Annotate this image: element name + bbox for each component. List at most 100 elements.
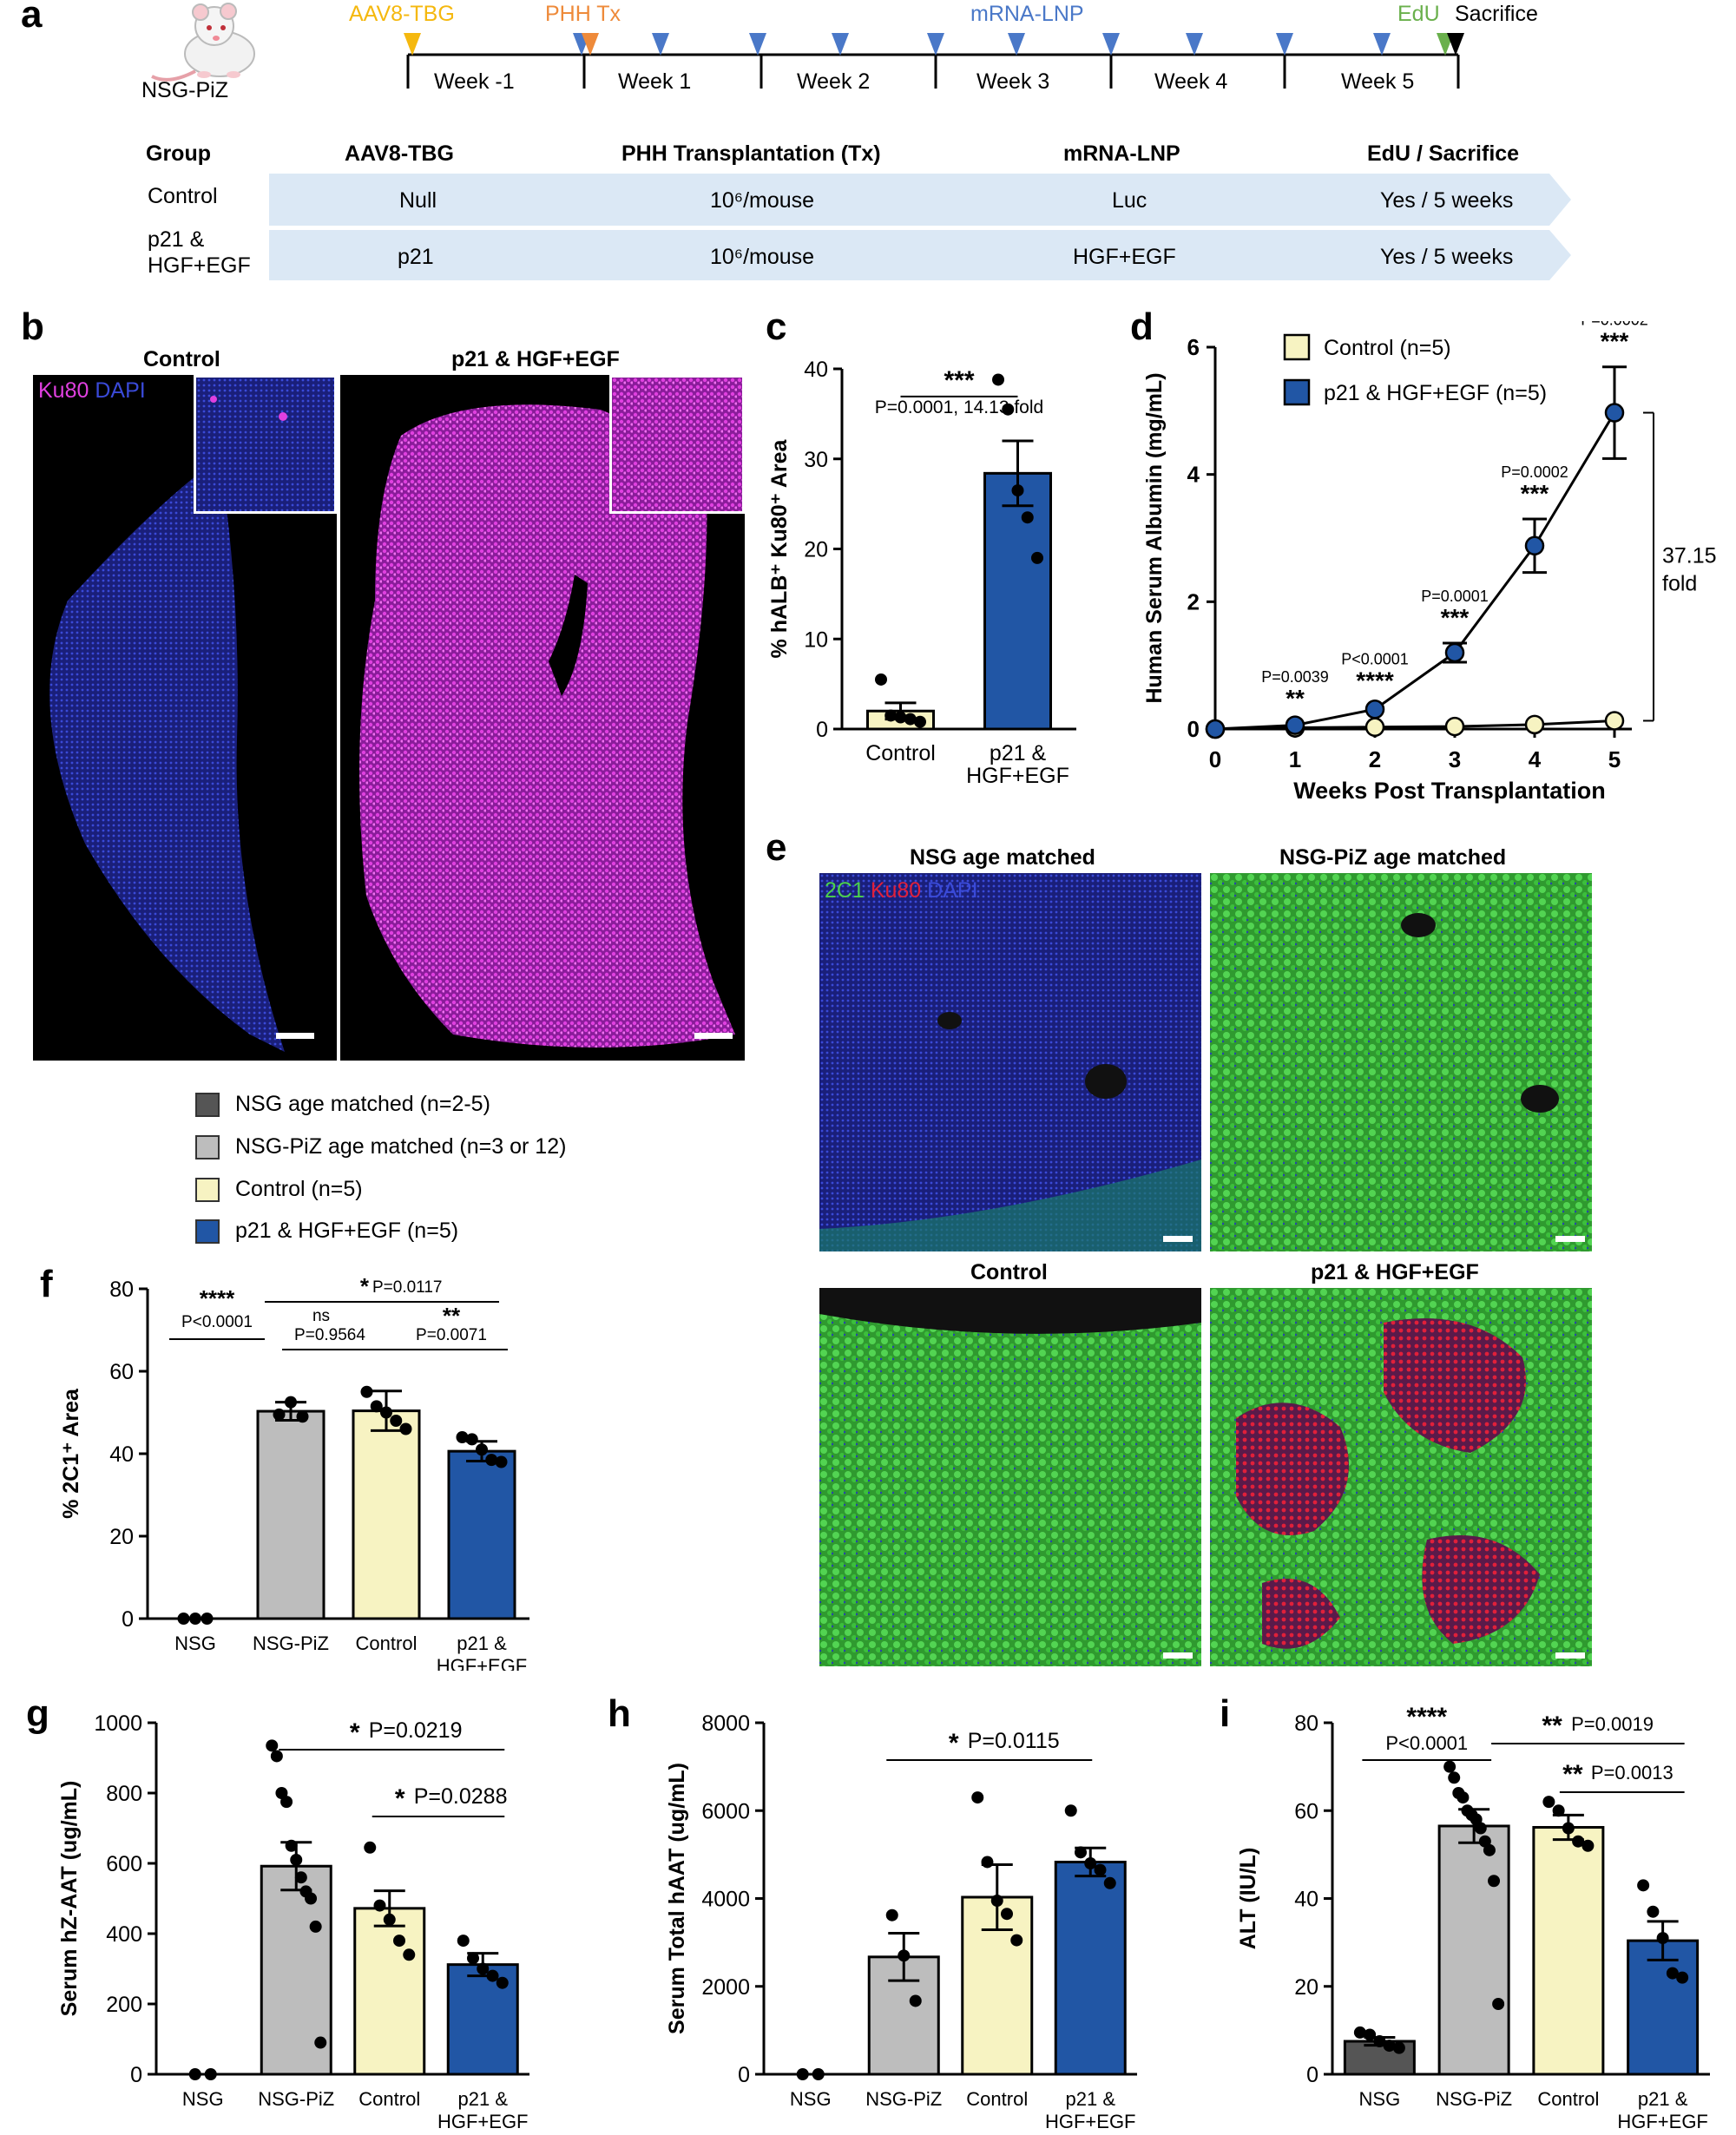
data-point	[290, 1853, 303, 1866]
chart-f: 0 20 40 60 80 % 2C1⁺ Area NSG NSG-PiZ Control p21…	[59, 1273, 529, 1671]
data-point	[812, 2068, 825, 2080]
data-point	[403, 1948, 416, 1961]
table-cell-group: HGF+EGF	[148, 253, 251, 278]
data-point	[1010, 1934, 1023, 1947]
x-tick-label: 2	[1369, 746, 1381, 772]
table-cell-group: Control	[148, 184, 218, 208]
data-point	[1444, 642, 1465, 663]
micrograph-control-e	[819, 1288, 1201, 1666]
x-tick-label: 4	[1529, 746, 1542, 772]
micro-title: p21 & HGF+EGF	[1311, 1260, 1479, 1284]
x-tick-label: NSG	[182, 2088, 224, 2110]
y-tick-label: 4000	[701, 1888, 750, 1912]
sig-pvalue: P=0.0115	[968, 1729, 1060, 1753]
data-point	[305, 1892, 318, 1905]
data-point	[1205, 719, 1226, 739]
data-point	[390, 1415, 403, 1427]
x-tick-label: Control	[966, 2088, 1028, 2110]
mrna-arrow-icon-6	[1102, 33, 1120, 56]
data-point	[904, 713, 917, 726]
y-tick-label: 8000	[701, 1711, 750, 1736]
data-point	[1562, 1822, 1575, 1835]
data-point	[894, 711, 907, 724]
sig-pvalue: P=0.0002	[1501, 463, 1568, 481]
sig-pvalue: P=0.0019	[1571, 1713, 1654, 1735]
aav-label: AAV8-TBG	[349, 2, 455, 26]
scale-bar	[1555, 1236, 1585, 1242]
legend-item: p21 & HGF+EGF (n=5)	[195, 1219, 458, 1244]
micro-title: NSG-PiZ age matched	[1279, 845, 1507, 870]
legend-swatch	[195, 1177, 220, 1202]
micro-title: NSG age matched	[910, 845, 1095, 870]
sig-pvalue: P<0.0001	[1341, 651, 1409, 668]
panel-label-a: a	[21, 0, 43, 36]
y-tick-label: 40	[804, 358, 828, 382]
data-point	[875, 673, 887, 686]
sig-pvalue: P=0.0002	[1581, 321, 1648, 329]
data-point	[1666, 1967, 1679, 1980]
legend-item: Control (n=5)	[195, 1177, 363, 1202]
bar	[1437, 1824, 1510, 2076]
data-point	[1474, 1822, 1487, 1835]
data-point	[496, 1976, 509, 1989]
y-tick-label: 20	[109, 1525, 134, 1549]
sig-pvalue: P=0.0071	[416, 1326, 487, 1344]
data-point	[364, 1841, 377, 1854]
x-tick-label: p21 &	[1638, 2088, 1688, 2110]
data-point	[1492, 1998, 1505, 2010]
sig-stars: *	[360, 1273, 370, 1299]
edu-label: EdU	[1397, 2, 1440, 26]
y-tick-label: 80	[1294, 1711, 1318, 1736]
data-point	[495, 1455, 508, 1468]
panel-label-g: g	[26, 1692, 49, 1735]
data-point	[981, 1856, 994, 1869]
sig-stars: ***	[1601, 328, 1629, 355]
data-point	[1064, 1804, 1077, 1817]
y-tick-label: 60	[1294, 1799, 1318, 1823]
data-point	[909, 1994, 922, 2007]
y-axis-label: Human Serum Albumin (mg/mL)	[1142, 372, 1167, 703]
sig-stars: ***	[1521, 480, 1549, 507]
data-point	[270, 1750, 283, 1763]
mouse-illustration	[143, 0, 265, 100]
x-tick-label: p21 &	[990, 741, 1047, 765]
sacrifice-label: Sacrifice	[1455, 2, 1538, 26]
panel-label-d: d	[1130, 305, 1154, 348]
scale-bar	[1555, 1652, 1585, 1659]
micrograph-nsg	[819, 873, 1201, 1251]
bar	[353, 1907, 426, 2076]
data-point	[393, 1935, 405, 1948]
x-tick-label: p21 &	[457, 1632, 507, 1654]
data-point	[457, 1935, 470, 1948]
y-tick-label: 4	[1187, 462, 1200, 488]
y-tick-label: 800	[106, 1782, 142, 1806]
data-point	[1656, 1932, 1669, 1945]
y-axis-label: ALT (IU/L)	[1236, 1848, 1260, 1950]
chart-i: 0 20 40 60 80 ALT (IU/L) NSG NSG-PiZ Control p21 …	[1236, 1703, 1710, 2132]
panel-label-h: h	[608, 1692, 631, 1735]
data-point	[1001, 1908, 1013, 1921]
sig-stars: **	[443, 1303, 461, 1329]
sig-pvalue: P=0.0013	[1591, 1762, 1674, 1784]
data-point	[1021, 511, 1034, 524]
data-point	[188, 2068, 201, 2080]
data-point	[1075, 1846, 1087, 1859]
sig-pvalue: P=0.0001	[1421, 588, 1489, 605]
data-point	[456, 1431, 469, 1443]
fold-text: 37.15	[1662, 544, 1717, 568]
data-point	[1676, 1971, 1689, 1984]
data-point	[1457, 1791, 1470, 1804]
y-axis-label: % 2C1⁺ Area	[59, 1388, 83, 1519]
sig-stars: *	[350, 1718, 360, 1747]
y-tick-label: 30	[804, 448, 828, 472]
table-cell: 10⁶/mouse	[710, 245, 815, 269]
x-tick-label: Control	[358, 2088, 420, 2110]
phh-arrow-icon-2	[582, 33, 599, 56]
y-tick-label: 400	[106, 1922, 142, 1947]
x-tick-label: 0	[1209, 746, 1221, 772]
bar	[1532, 1825, 1605, 2076]
data-point	[314, 2036, 327, 2049]
bar	[1627, 1939, 1700, 2076]
micrograph-p21-e	[1210, 1288, 1592, 1666]
x-axis-label: Weeks Post Transplantation	[1293, 778, 1606, 804]
